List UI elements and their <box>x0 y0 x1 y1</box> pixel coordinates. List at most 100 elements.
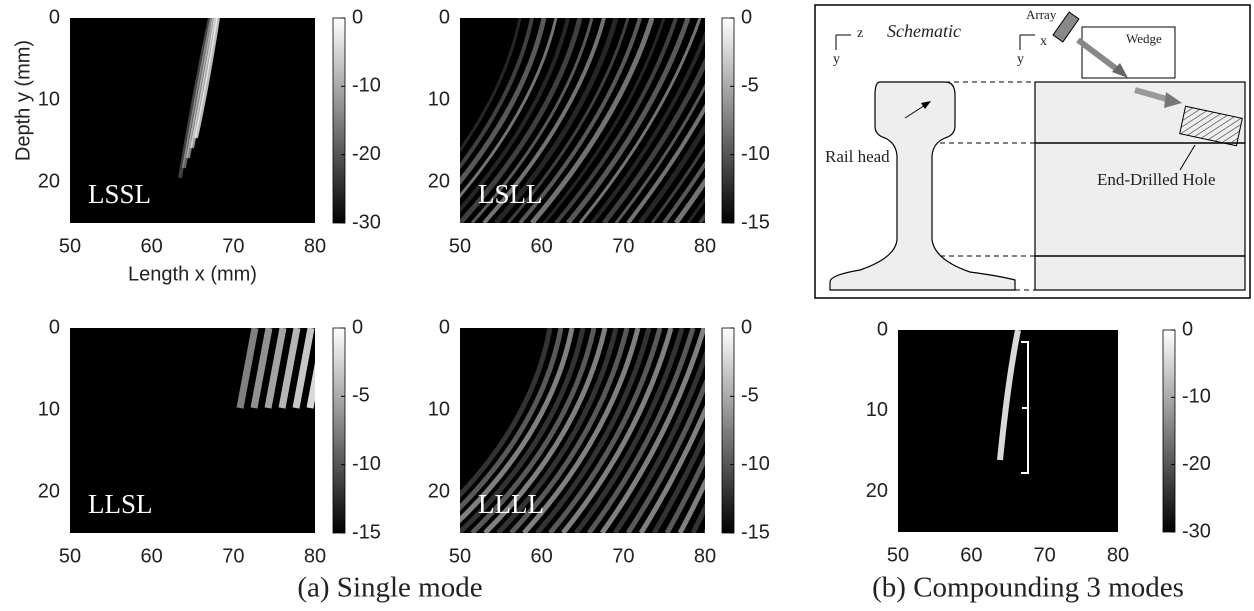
axis-glyph-label: y <box>1017 52 1024 67</box>
image-texture <box>470 18 594 223</box>
image-texture <box>483 328 608 533</box>
image-texture <box>698 212 705 223</box>
image-texture <box>496 328 619 533</box>
image-texture <box>590 30 705 223</box>
image-texture <box>686 196 705 223</box>
rail-head-label: Rail head <box>825 147 890 166</box>
y-tick-label: 0 <box>49 316 60 338</box>
colorbar-tick-label: 0 <box>1182 318 1193 340</box>
y-tick-label: 10 <box>428 88 450 110</box>
y-tick-label: 0 <box>439 6 450 28</box>
image-texture <box>522 328 641 533</box>
x-tick-label: 60 <box>531 235 553 257</box>
colorbar-tick-label: -5 <box>352 385 370 407</box>
image-texture <box>460 18 583 223</box>
image-texture <box>178 18 212 179</box>
beam-arrow <box>1112 63 1128 78</box>
image-panel <box>70 18 315 223</box>
image-texture <box>518 18 642 223</box>
image-texture <box>638 404 705 533</box>
image-texture <box>470 328 597 533</box>
y-axis-label: Depth y (mm) <box>12 40 34 161</box>
y-tick-label: 10 <box>866 399 888 421</box>
image-texture <box>460 328 553 499</box>
colorbar <box>1162 329 1176 533</box>
y-tick-label: 10 <box>38 398 60 420</box>
image-texture <box>306 362 315 409</box>
image-texture <box>673 177 705 223</box>
y-tick-label: 0 <box>439 316 450 338</box>
image-texture <box>509 328 630 533</box>
image-texture <box>625 378 705 533</box>
beam-arrow <box>1076 37 1120 73</box>
y-tick-label: 10 <box>38 88 60 110</box>
projection-lines <box>940 81 1035 291</box>
image-texture <box>586 328 696 533</box>
image-texture <box>460 328 586 533</box>
image-texture <box>236 328 259 409</box>
image-texture <box>460 328 564 511</box>
image-panel <box>460 18 705 223</box>
x-tick-label: 70 <box>1034 544 1056 566</box>
image-bracket <box>1021 341 1029 474</box>
drilled-hole <box>1179 105 1243 147</box>
colorbar-tick-label: -5 <box>741 75 759 97</box>
image-texture <box>662 160 705 223</box>
colorbar-tick-label: -15 <box>741 521 770 543</box>
x-tick-label: 50 <box>59 545 81 567</box>
image-texture <box>460 18 547 186</box>
pointer-head <box>921 101 931 109</box>
array <box>1052 11 1080 43</box>
colorbar-tick-label: -10 <box>352 453 381 475</box>
axis-glyph-label: z <box>857 26 863 41</box>
image-panel <box>898 330 1118 532</box>
colorbar-tick-label: -30 <box>1182 520 1211 542</box>
image-texture <box>997 330 1021 461</box>
colorbar <box>721 17 735 224</box>
image-texture <box>664 453 705 533</box>
schematic-title: Schematic <box>887 21 961 41</box>
x-tick-label: 60 <box>141 545 163 567</box>
image-layer <box>460 18 705 223</box>
y-tick-label: 20 <box>428 480 450 502</box>
y-tick-label: 20 <box>38 480 60 502</box>
mode-label: LLSL <box>88 489 153 519</box>
image-texture <box>460 18 534 170</box>
image-texture <box>578 18 702 223</box>
y-tick-label: 20 <box>38 170 60 192</box>
image-texture <box>506 18 630 223</box>
caption: (a) Single mode <box>297 572 482 604</box>
image-texture <box>548 328 663 533</box>
x-tick-label: 70 <box>612 235 634 257</box>
x-tick-label: 50 <box>449 545 471 567</box>
y-tick-label: 0 <box>49 6 60 28</box>
image-texture <box>554 18 678 223</box>
x-tick-label: 50 <box>887 544 909 566</box>
beam-arrow <box>1164 92 1182 108</box>
image-layer <box>178 18 220 179</box>
image-texture <box>638 122 705 223</box>
image-texture <box>612 349 705 533</box>
mode-label: LSLL <box>478 179 543 209</box>
caption: (b) Compounding 3 modes <box>872 572 1184 604</box>
colorbar-tick-label: -15 <box>352 521 381 543</box>
image-texture <box>542 18 666 223</box>
image-texture <box>482 18 606 223</box>
x-tick-label: 70 <box>612 545 634 567</box>
x-tick-label: 80 <box>304 235 326 257</box>
image-texture <box>530 18 655 223</box>
beam-arrow <box>1134 87 1171 103</box>
image-layer <box>460 328 705 533</box>
pointer <box>1179 144 1196 171</box>
schematic: z y x y Schematic Array Wedge Rail head … <box>814 4 1251 299</box>
x-tick-label: 80 <box>694 545 716 567</box>
image-texture <box>278 328 301 409</box>
colorbar <box>332 17 346 224</box>
axis-glyph-label: y <box>833 52 840 67</box>
colorbar <box>332 327 346 534</box>
x-tick-label: 70 <box>222 545 244 567</box>
x-tick-label: 80 <box>1107 544 1129 566</box>
x-axis-label: Length x (mm) <box>128 263 257 285</box>
image-texture <box>264 328 287 409</box>
